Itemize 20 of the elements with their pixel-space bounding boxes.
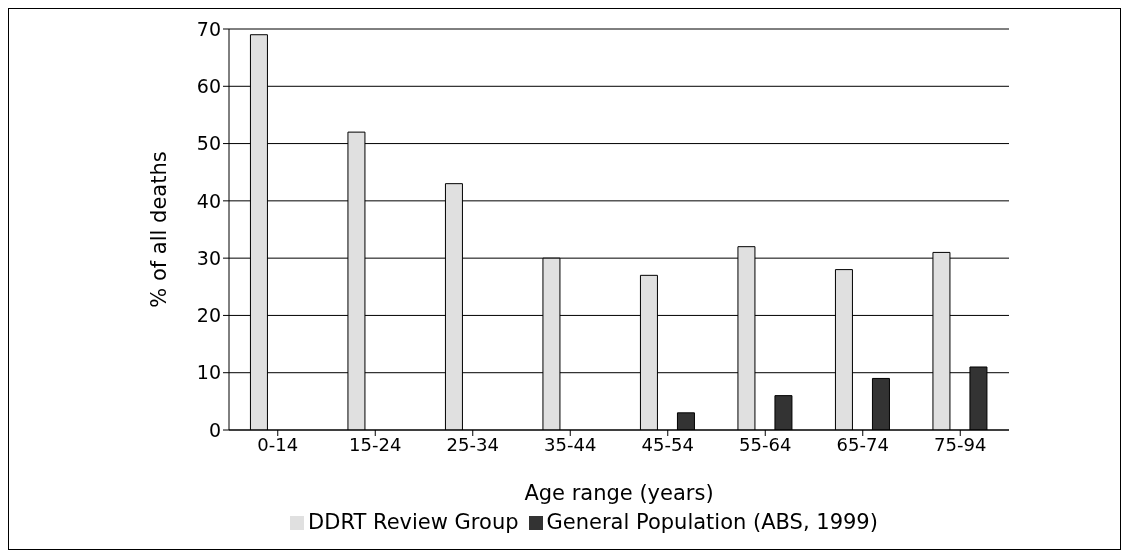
x-tick-label: 0-14 [257,433,299,455]
y-axis-title: % of all deaths [147,151,172,308]
y-tick-label: 30 [196,246,221,269]
y-tick-label: 60 [196,75,221,98]
x-tick-label: 15-24 [349,433,402,455]
y-tick-label: 50 [196,132,221,155]
x-axis-title: Age range (years) [524,481,714,505]
x-tick-label: 75-94 [934,433,987,455]
legend-label: General Population (ABS, 1999) [546,510,878,534]
y-tick-label: 40 [196,189,221,212]
legend-label: DDRT Review Group [308,510,519,534]
x-tick-label: 45-54 [641,433,694,455]
x-tick-label: 65-74 [836,433,889,455]
y-tick-label: 0 [208,418,221,441]
x-tick-label: 25-34 [446,433,499,455]
y-tick-label: 10 [196,361,221,384]
y-tick-label: 20 [196,304,221,327]
y-tick-label: 70 [196,17,221,40]
x-tick-label: 35-44 [544,433,597,455]
x-tick-label: 55-64 [739,433,792,455]
